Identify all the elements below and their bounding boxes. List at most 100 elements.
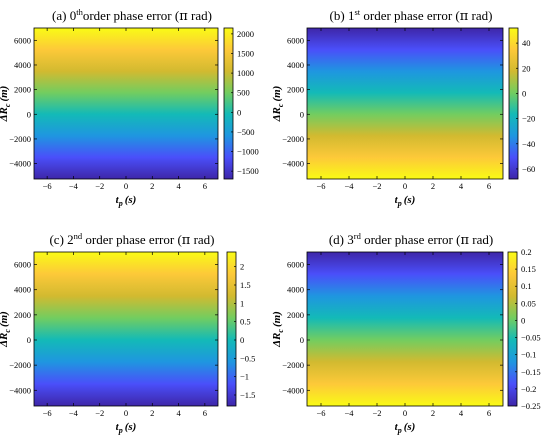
x-label-unit: (s): [404, 194, 416, 206]
colorbar-tick-label: −0.25: [521, 401, 541, 411]
y-tick-label: 6000: [14, 35, 31, 45]
order-superscript: nd: [74, 231, 83, 241]
colorbar-tick-label: −0.5: [240, 353, 255, 363]
title-text: order phase error (: [360, 8, 460, 23]
pi-symbol: π: [460, 9, 469, 24]
colorbar-tick-label: 0.5: [240, 317, 251, 327]
x-label-symbol: t: [116, 194, 120, 206]
y-axis-label: ΔRc(m): [0, 86, 12, 123]
colorbar-tick-label: 40: [522, 38, 531, 48]
y-tick-label: 0: [27, 109, 31, 119]
y-label-subscript: c: [276, 329, 285, 333]
y-axis-label: ΔRc(m): [0, 311, 12, 348]
colorbar-tick-label: 1500: [237, 48, 254, 58]
panel-title: (b) 1st order phase error (π rad): [330, 7, 493, 24]
colorbar-tick-label: −0.1: [521, 350, 536, 360]
y-tick-label: 4000: [287, 60, 304, 70]
colorbar-tick-label: 20: [522, 63, 531, 73]
panel-label: (d): [329, 232, 347, 247]
heatmap-field: [34, 252, 218, 406]
y-tick-label: 0: [300, 109, 304, 119]
colorbar-tick-label: 0.15: [521, 264, 536, 274]
title-unit: rad): [468, 8, 492, 23]
x-label-unit: (s): [404, 421, 416, 433]
colorbar-tick-label: 0: [522, 88, 526, 98]
x-axis-label: tp (s): [395, 194, 416, 208]
x-tick-label: 4: [459, 181, 464, 191]
y-tick-label: −4000: [282, 385, 304, 395]
colorbar: [224, 28, 233, 179]
x-tick-label: 0: [124, 408, 128, 418]
order-number: 3: [347, 232, 354, 247]
heatmap-field: [307, 252, 503, 406]
colorbar-tick-label: 2: [240, 262, 244, 272]
y-tick-label: 6000: [14, 260, 31, 270]
y-tick-label: 2000: [287, 85, 304, 95]
y-tick-label: 2000: [14, 310, 31, 320]
y-tick-label: −2000: [9, 360, 31, 370]
x-tick-label: −6: [43, 408, 52, 418]
x-label-symbol: t: [395, 421, 399, 433]
y-tick-label: −2000: [282, 134, 304, 144]
y-label-unit: (m): [0, 311, 10, 327]
colorbar-tick-label: 0: [521, 315, 525, 325]
y-label-symbol: ΔR: [271, 107, 283, 122]
colorbar-tick-label: −0.05: [521, 333, 541, 343]
x-label-subscript: p: [397, 426, 402, 435]
colorbar-tick-label: −1.5: [240, 390, 255, 400]
y-label-unit: (m): [271, 311, 283, 327]
colorbar-tick-label: 0: [237, 107, 241, 117]
panel-title: (a) 0thorder phase error (π rad): [52, 7, 212, 24]
colorbar-tick-label: 1000: [237, 68, 254, 78]
colorbar-tick-label: −1500: [237, 166, 259, 176]
colorbar-tick-label: −60: [522, 164, 535, 174]
y-label-unit: (m): [0, 86, 10, 102]
colorbar-tick-label: −0.2: [521, 384, 536, 394]
x-tick-label: −2: [95, 181, 104, 191]
x-axis-label: tp (s): [116, 421, 137, 435]
colorbar-tick-label: 0.05: [521, 298, 536, 308]
y-label-unit: (m): [271, 86, 283, 102]
y-tick-label: 4000: [14, 60, 31, 70]
y-tick-label: 0: [27, 335, 31, 345]
x-tick-label: 4: [459, 408, 464, 418]
title-text: order phase error (: [361, 232, 461, 247]
y-label-subscript: c: [3, 103, 12, 107]
pi-symbol: π: [460, 233, 469, 248]
x-tick-label: 2: [431, 408, 435, 418]
y-axis-label: ΔRc(m): [271, 86, 285, 123]
title-unit: rad): [190, 232, 214, 247]
x-tick-label: 6: [203, 408, 207, 418]
colorbar-frame: [223, 27, 234, 180]
x-label-subscript: p: [118, 199, 123, 208]
order-superscript: st: [354, 7, 360, 17]
x-tick-label: −4: [69, 408, 79, 418]
title-text: order phase error (: [82, 232, 182, 247]
colorbar-frame: [508, 27, 519, 180]
y-tick-label: 0: [300, 335, 304, 345]
x-label-unit: (s): [125, 421, 137, 433]
x-tick-label: 6: [487, 181, 491, 191]
x-tick-label: −2: [372, 408, 381, 418]
x-tick-label: 4: [176, 181, 181, 191]
y-tick-label: 4000: [14, 285, 31, 295]
x-tick-label: −6: [43, 181, 52, 191]
panel-label: (b): [330, 8, 348, 23]
y-axis-label: ΔRc(m): [271, 311, 285, 348]
x-tick-label: 4: [176, 408, 181, 418]
y-tick-label: 2000: [287, 310, 304, 320]
y-tick-label: −2000: [282, 360, 304, 370]
title-unit: rad): [188, 8, 212, 23]
panel-label: (a): [52, 8, 70, 23]
y-tick-label: 6000: [287, 35, 304, 45]
x-axis-label: tp (s): [395, 421, 416, 435]
x-label-symbol: t: [116, 421, 120, 433]
order-number: 2: [67, 232, 74, 247]
y-label-symbol: ΔR: [0, 107, 10, 122]
x-axis-label: tp (s): [116, 194, 137, 208]
order-number: 1: [348, 8, 355, 23]
x-tick-label: −4: [344, 408, 354, 418]
y-tick-label: 4000: [287, 285, 304, 295]
